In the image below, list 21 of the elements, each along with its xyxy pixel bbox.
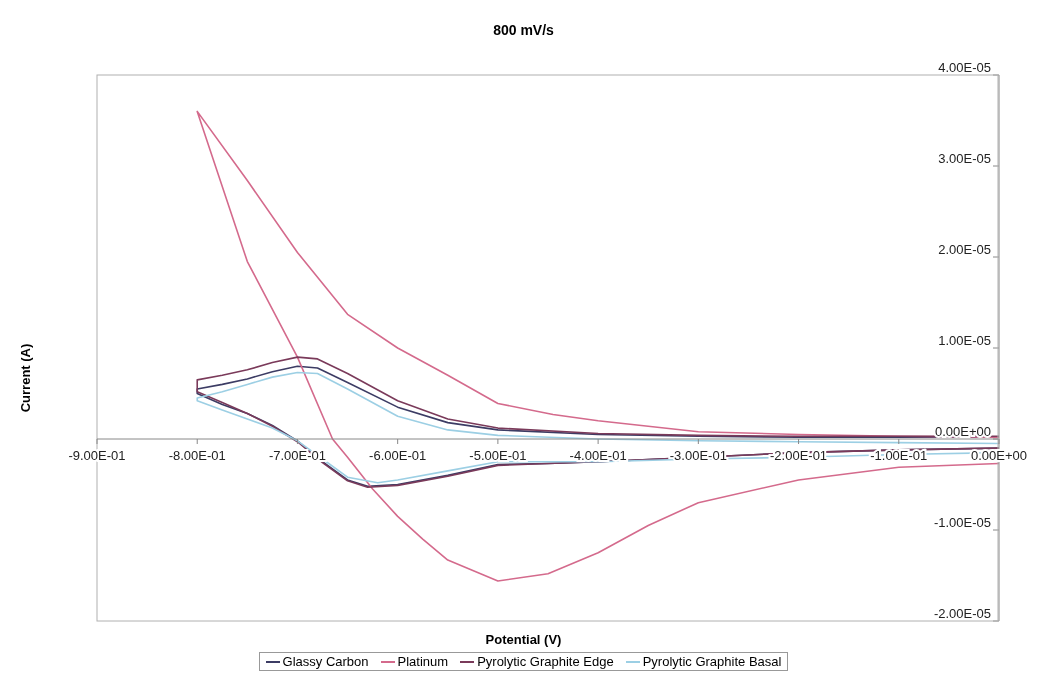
x-tick-label: -4.00E-01 [569, 448, 627, 463]
y-tick-label: 1.00E-05 [938, 332, 991, 348]
legend-label: Pyrolytic Graphite Edge [477, 654, 614, 669]
legend-label: Pyrolytic Graphite Basal [642, 654, 782, 669]
y-tick-label: 4.00E-05 [938, 59, 991, 75]
chart-title: 800 mV/s [492, 22, 555, 38]
x-axis-title: Potential (V) [484, 632, 563, 647]
y-tick-label: 3.00E-05 [938, 150, 991, 166]
x-tick-label: -1.00E-01 [870, 448, 928, 463]
y-axis-title: Current (A) [17, 343, 33, 413]
x-tick-label: -6.00E-01 [369, 448, 427, 463]
y-tick-label: 0.00E+00 [934, 423, 991, 439]
y-tick-label: -2.00E-05 [933, 605, 991, 621]
y-tick-label: 2.00E-05 [938, 241, 991, 257]
legend-label: Platinum [397, 654, 449, 669]
x-tick-label: -5.00E-01 [469, 448, 527, 463]
y-tick-label: -1.00E-05 [933, 514, 991, 530]
legend-label: Glassy Carbon [282, 654, 369, 669]
x-tick-label: -9.00E-01 [68, 448, 126, 463]
x-tick-label: 0.00E+00 [970, 448, 1028, 463]
x-tick-label: -8.00E-01 [168, 448, 226, 463]
